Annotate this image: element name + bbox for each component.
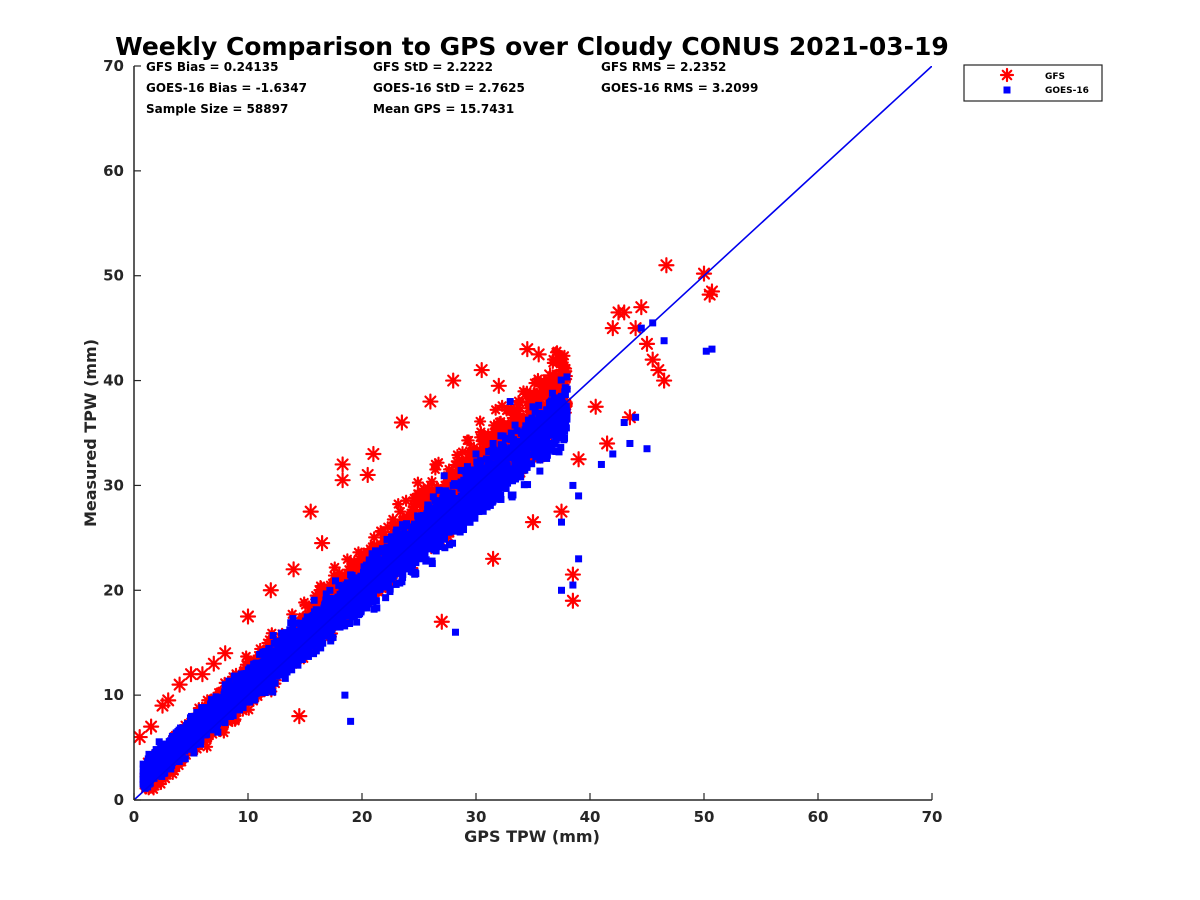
gfs-point [474,415,487,428]
gfs-point [314,579,327,593]
goes16-point [383,535,391,543]
gfs-point [462,434,475,447]
gfs-point [375,525,388,538]
goes16-point [482,455,490,463]
goes16-point [295,619,303,627]
goes16-point [289,615,297,623]
gfs-point [496,399,509,412]
goes16-point [269,632,277,640]
gfs-point [546,356,559,369]
chart-title: Weekly Comparison to GPS over Cloudy CON… [115,32,949,61]
gfs-point [392,498,405,511]
gfs-point [512,395,525,408]
gfs-point [520,385,533,398]
gfs-point [509,407,522,420]
gfs-point [429,458,442,471]
goes16-point [331,577,339,585]
gfs-point [528,376,541,390]
plot-area [134,66,932,800]
goes16-point [326,586,334,594]
gfs-point [425,475,439,488]
gfs-point [348,556,361,569]
gfs-point [550,345,564,358]
gfs-point [412,488,426,501]
goes16-point [440,472,448,480]
goes16-point [563,373,571,381]
gfs-point [451,448,464,462]
gfs-point [489,403,502,416]
goes16-point [457,466,465,474]
